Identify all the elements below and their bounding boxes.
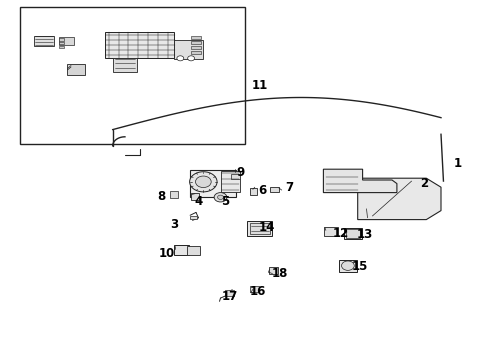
Text: 6: 6 <box>258 184 266 197</box>
Circle shape <box>177 56 184 61</box>
Bar <box>191 41 201 44</box>
Circle shape <box>196 176 211 188</box>
Bar <box>190 170 237 197</box>
Bar <box>34 36 54 46</box>
Bar <box>105 32 174 58</box>
Bar <box>171 191 177 198</box>
Text: 12: 12 <box>332 227 349 240</box>
Bar <box>113 58 137 72</box>
Bar <box>324 227 338 236</box>
Text: 10: 10 <box>158 247 175 260</box>
Text: 13: 13 <box>357 228 373 241</box>
Circle shape <box>188 56 195 61</box>
Bar <box>67 64 85 75</box>
Bar <box>250 223 270 234</box>
Bar <box>59 42 64 44</box>
Text: 1: 1 <box>454 157 462 170</box>
Bar <box>221 171 240 192</box>
Bar <box>225 290 234 296</box>
Bar <box>250 188 257 195</box>
Circle shape <box>218 195 223 199</box>
Circle shape <box>190 172 217 192</box>
Bar <box>269 267 278 274</box>
Bar <box>174 245 189 255</box>
Bar <box>339 260 357 272</box>
Bar <box>231 174 240 179</box>
Bar <box>191 36 201 39</box>
Text: 9: 9 <box>236 166 244 179</box>
Polygon shape <box>358 178 441 220</box>
Bar <box>191 46 201 49</box>
Bar <box>344 228 362 239</box>
Text: 17: 17 <box>221 290 238 303</box>
Text: 2: 2 <box>420 177 428 190</box>
Bar <box>191 193 199 200</box>
Bar <box>187 246 200 255</box>
Bar <box>247 221 272 236</box>
Bar <box>270 186 279 192</box>
Text: 4: 4 <box>195 195 202 208</box>
Bar <box>59 38 64 41</box>
Text: 5: 5 <box>221 195 229 208</box>
Bar <box>250 286 259 292</box>
Circle shape <box>214 193 227 202</box>
Text: 3: 3 <box>170 219 178 231</box>
Text: 11: 11 <box>251 79 268 92</box>
Circle shape <box>342 261 354 270</box>
Bar <box>190 216 197 219</box>
Text: 18: 18 <box>272 267 289 280</box>
Bar <box>59 37 74 45</box>
Text: 14: 14 <box>259 221 275 234</box>
Bar <box>20 7 245 144</box>
Text: 8: 8 <box>158 190 166 203</box>
Text: 16: 16 <box>250 285 267 298</box>
Bar <box>346 229 360 238</box>
Bar <box>174 40 203 59</box>
Bar <box>191 51 201 54</box>
Text: 15: 15 <box>352 260 368 273</box>
Text: 7: 7 <box>285 181 293 194</box>
Polygon shape <box>323 169 397 193</box>
Bar <box>59 46 64 48</box>
